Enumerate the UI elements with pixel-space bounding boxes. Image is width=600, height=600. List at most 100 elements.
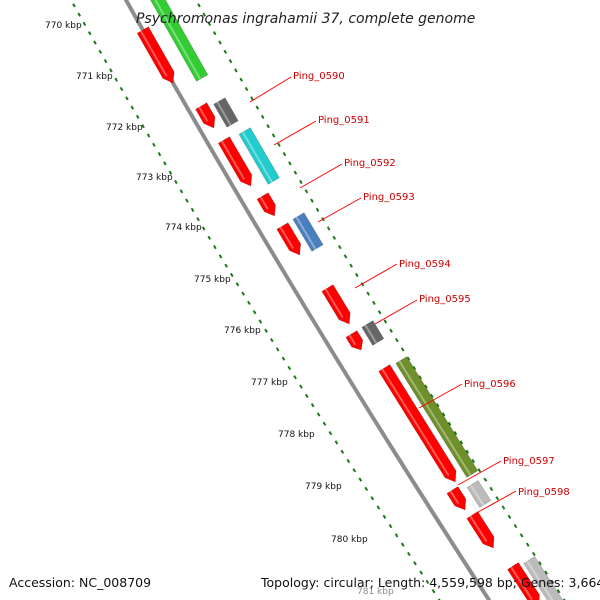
outer-tick-dot-33 [372,300,376,306]
inner-tick-dots [72,3,441,600]
cds-top[interactable] [136,26,175,84]
gene-label-ping-0592[interactable]: Ping_0592 [344,158,396,169]
cds-ping-0591a[interactable] [217,136,253,187]
inner-tick-dot-40 [287,365,292,371]
outer-tick-dot-15 [271,133,276,138]
cds-ping-0591a-highlight [221,140,246,180]
inner-tick-dot-62 [419,570,424,575]
gene-label-ping-0597[interactable]: Ping_0597 [503,456,555,467]
inner-tick-dot-10 [119,86,124,92]
inner-tick-dot-1 [72,3,76,8]
outer-tick-dot-21 [304,189,309,194]
kbp-label-778: 778 kbp [278,430,315,440]
outer-tick-dot-45 [441,412,446,417]
outer-tick-dot-17 [282,151,287,157]
block-ping-0595[interactable] [361,320,385,346]
block-ping-0596-highlight [398,360,472,476]
leader-line-ping-0597 [457,460,502,486]
kbp-label-772: 772 kbp [106,123,143,133]
cds-ping-0590[interactable] [195,102,216,129]
leader-line-ping-0596 [418,383,463,409]
cds-ping-0598[interactable] [466,511,495,549]
inner-tick-dot-8 [109,68,113,73]
outer-tick-dot-41 [418,375,422,380]
outer-tick-dot-42 [424,384,428,389]
kbp-label-776: 776 kbp [224,326,261,336]
inner-tick-dot-22 [185,198,189,203]
outer-tick-dot-20 [299,179,303,185]
outer-tick-dot-7 [228,58,233,64]
outer-tick-dot-19 [293,170,298,175]
kbp-label-779: 779 kbp [305,482,342,492]
inner-tick-dot-61 [413,561,417,566]
cds-bottom[interactable] [507,562,540,600]
gene-label-ping-0598[interactable]: Ping_0598 [518,487,570,498]
inner-tick-dot-2 [77,12,81,17]
kbp-label-781: 781 kbp [357,587,394,597]
outer-tick-dot-12 [255,105,260,110]
kbp-label-773: 773 kbp [136,173,173,183]
inner-tick-dot-39 [281,356,286,361]
outer-tick-dot-64 [556,589,561,594]
block-ping-0597[interactable] [466,480,492,508]
cds-ping-0597[interactable] [446,486,467,511]
inner-tick-dot-38 [275,347,280,352]
outer-tick-dot-14 [266,124,270,129]
inner-tick-dot-26 [207,235,212,240]
block-ping-0597-highlight [469,484,485,506]
gene-label-ping-0593[interactable]: Ping_0593 [363,192,415,203]
outer-tick-dot-36 [389,328,393,333]
kbp-label-780: 780 kbp [331,535,368,545]
cds-ping-0594[interactable] [321,284,351,325]
inner-tick-dot-60 [406,551,411,557]
leader-line-ping-0593 [317,197,362,223]
outer-tick-dot-61 [538,561,542,566]
gene-label-ping-0596[interactable]: Ping_0596 [464,379,516,390]
inner-tick-dot-65 [437,598,441,600]
cds-ping-0595[interactable] [345,330,364,351]
inner-tick-dot-36 [264,328,268,333]
inner-tick-dot-15 [146,133,151,138]
outer-tick-dot-10 [244,86,249,92]
block-ping-0590[interactable] [213,97,239,128]
block-bottom[interactable] [523,556,565,600]
outer-tick-dot-39 [406,356,411,361]
leader-line-ping-0595 [374,299,418,325]
cds-ping-0593a[interactable] [276,222,302,256]
outer-tick-dot-25 [326,226,331,231]
gene-label-ping-0591[interactable]: Ping_0591 [318,115,370,126]
kbp-label-group: 770 kbp 771 kbp 772 kbp 773 kbp 774 kbp … [45,21,394,597]
cds-ping-0592[interactable] [256,192,276,217]
gene-label-ping-0595[interactable]: Ping_0595 [419,294,471,305]
block-ping-0596[interactable] [395,356,479,478]
outer-tick-dot-3 [207,21,212,26]
gene-label-ping-0590[interactable]: Ping_0590 [293,71,345,82]
outer-tick-dot-22 [310,198,314,203]
green-block-top[interactable] [150,0,209,82]
outer-tick-dot-44 [435,403,440,408]
gene-label-ping-0594[interactable]: Ping_0594 [399,259,451,270]
leader-line-ping-0591 [273,120,317,146]
outer-tick-dot-5 [218,40,222,45]
inner-tick-dot-55 [376,505,381,510]
inner-tick-dot-54 [370,496,375,501]
block-ping-0593[interactable] [292,212,324,252]
cds-bottom-highlight [510,566,533,600]
inner-tick-dot-28 [218,254,223,259]
outer-tick-dot-4 [212,31,217,36]
inner-tick-dot-57 [388,523,393,529]
inner-tick-dot-47 [328,430,333,436]
inner-tick-dot-37 [270,337,274,343]
outer-tick-dot-62 [544,570,549,575]
feature-blocks [136,0,565,600]
outer-tick-dot-56 [507,514,512,519]
outer-tick-dot-43 [429,393,434,399]
cds-ping-0590-highlight [198,106,209,122]
inner-tick-dot-32 [241,291,245,296]
outer-tick-dot-28 [343,254,348,259]
outer-tick-dot-46 [447,421,452,426]
outer-tick-dots [197,3,566,600]
block-ping-0591[interactable] [238,127,280,185]
cds-ping-0596[interactable] [378,364,457,483]
outer-tick-dot-27 [338,244,342,250]
